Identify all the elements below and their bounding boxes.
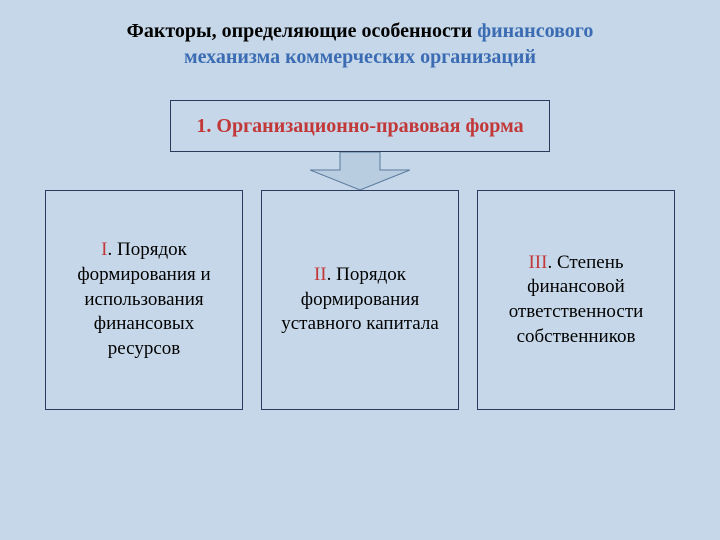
roman-3: III [528,252,547,273]
sub-boxes-row: I. Порядок формирования и использования … [45,190,675,410]
sub-box-2: II. Порядок формирования уставного капит… [261,190,459,410]
sub-box-1: I. Порядок формирования и использования … [45,190,243,410]
sub-text-2: . Порядок формирования уставного капитал… [281,264,439,334]
main-factor-label: 1. Организационно-правовая форма [196,115,523,138]
title-blue-part1: финансового [477,20,593,42]
title-black-part: Факторы, определяющие особенности [127,20,478,42]
main-factor-box: 1. Организационно-правовая форма [170,100,550,152]
sub-text-1: . Порядок формирования и использования ф… [77,239,210,359]
title-blue-part2: механизма коммерческих организаций [184,46,536,68]
down-arrow [310,152,410,192]
diagram-title: Факторы, определяющие особенности финанс… [80,18,640,70]
sub-box-3: III. Степень финансовой ответственности … [477,190,675,410]
roman-2: II [314,264,327,285]
